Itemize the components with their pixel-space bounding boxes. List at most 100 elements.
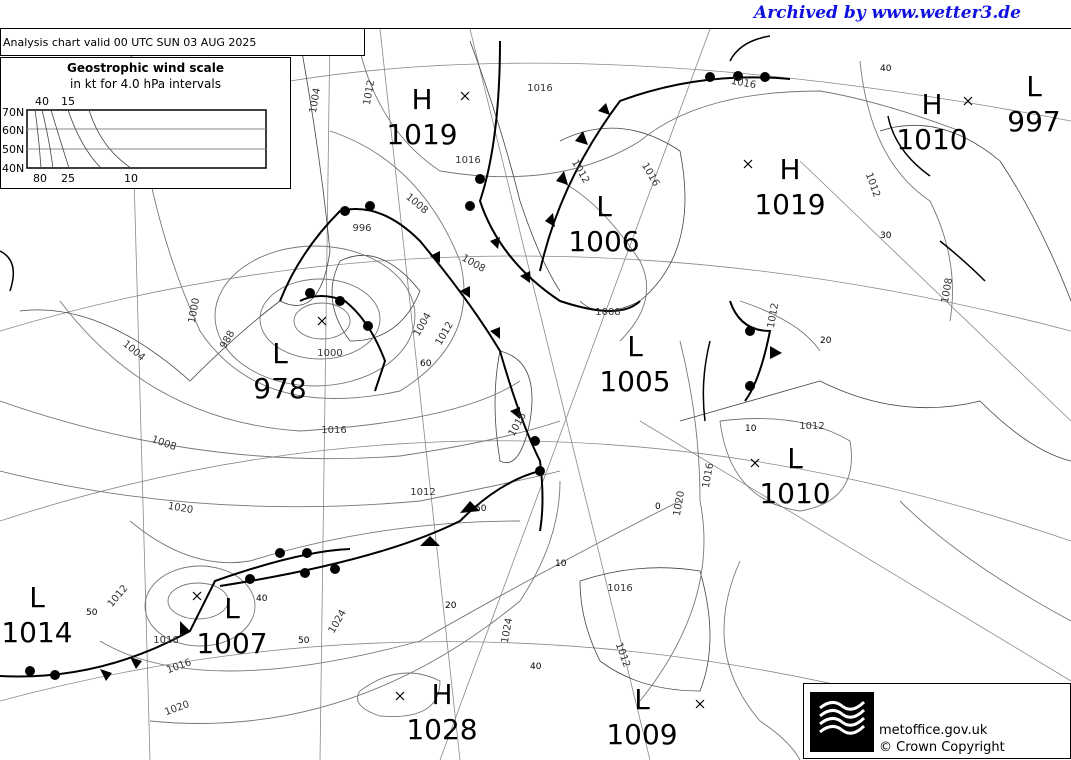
warm-front-symbol <box>335 296 345 306</box>
isobar-label: 1016 <box>607 583 632 594</box>
warm-front-symbol <box>330 564 340 574</box>
waves-icon <box>819 700 866 735</box>
centre-cross-marker <box>963 96 973 106</box>
centre-type: L <box>1026 70 1042 103</box>
centre-type: L <box>634 683 650 716</box>
centre-cross-marker <box>695 699 705 709</box>
cold-front <box>0 548 351 678</box>
lat-label: 50N <box>2 143 24 156</box>
grid-label: 60 <box>420 359 432 369</box>
site-link[interactable]: metoffice.gov.uk <box>879 723 988 738</box>
occluded-front <box>279 208 544 532</box>
met-office-footer: Met Office metoffice.gov.uk © Crown Copy… <box>803 683 1071 759</box>
centre-type: H <box>431 678 452 711</box>
centre-cross-marker <box>395 691 405 701</box>
centre-type: H <box>411 83 432 116</box>
isobar-label: 1008 <box>150 434 178 453</box>
cold-front-symbol <box>430 251 440 263</box>
grid-label: 30 <box>880 231 892 241</box>
isobar-label: 988 <box>218 329 237 351</box>
grid-label: 20 <box>820 336 832 346</box>
trough <box>939 240 986 282</box>
logo-text: Met Office <box>879 736 933 747</box>
wind-scale-subtitle: in kt for 4.0 hPa intervals <box>70 77 221 91</box>
warm-front-symbol <box>365 201 375 211</box>
met-office-logo[interactable]: Met Office <box>810 692 933 752</box>
scale-label: 40 <box>35 95 49 108</box>
isobar-label: 1012 <box>799 421 824 432</box>
isobar-label: 1016 <box>153 635 178 646</box>
scale-label: 25 <box>61 172 75 185</box>
centre-cross-marker <box>743 159 753 169</box>
warm-front-symbol <box>305 288 315 298</box>
cold-front-symbol <box>460 286 470 298</box>
warm-front-symbol <box>302 548 312 558</box>
isobar-label: 1008 <box>403 192 430 217</box>
isobar-label: 1020 <box>163 699 191 718</box>
archive-banner[interactable]: Archived by www.wetter3.de <box>754 3 1021 23</box>
warm-front-symbol <box>745 326 755 336</box>
cold-front-symbol <box>510 407 520 419</box>
warm-front-symbol <box>25 666 35 676</box>
trough <box>702 340 711 422</box>
centre-type: L <box>596 190 612 223</box>
isobars <box>0 29 1071 760</box>
copyright: © Crown Copyright <box>879 740 1005 755</box>
cold-front-symbol <box>520 271 530 283</box>
isobar-label: 1008 <box>940 277 955 304</box>
wind-scale-title: Geostrophic wind scale <box>67 61 224 75</box>
centre-pressure: 1028 <box>406 713 477 746</box>
centre-cross-marker <box>192 591 202 601</box>
trough <box>0 250 15 292</box>
cold-front-symbol <box>575 131 588 145</box>
isobar-label: 1000 <box>187 297 202 324</box>
trough <box>729 35 771 62</box>
centre-type: H <box>921 88 942 121</box>
isobar-label: 1008 <box>595 307 620 318</box>
grid-label: 40 <box>256 594 268 604</box>
isobar-label: 1012 <box>569 158 591 186</box>
warm-front-symbol <box>733 71 743 81</box>
isobar-label: 1012 <box>410 487 435 498</box>
occluded-front <box>478 40 641 312</box>
warm-front-symbol <box>745 381 755 391</box>
centre-pressure: 1007 <box>196 627 267 660</box>
cold-front-symbol <box>545 213 555 227</box>
warm-front-symbol <box>475 174 485 184</box>
centre-pressure: 1019 <box>754 188 825 221</box>
scale-label: 10 <box>124 172 138 185</box>
lat-label: 40N <box>2 162 24 175</box>
cold-front <box>219 470 541 587</box>
warm-front-symbol <box>705 72 715 82</box>
isobar-label: 1012 <box>863 171 882 199</box>
centre-type: L <box>787 442 803 475</box>
isobar-label: 1012 <box>434 320 456 348</box>
centre-pressure: 997 <box>1007 105 1060 138</box>
grid-label: 50 <box>86 608 98 618</box>
coastlines <box>19 40 1071 692</box>
geostrophic-wind-scale: Geostrophic wind scale in kt for 4.0 hPa… <box>0 57 291 189</box>
wind-scale-graph: 70N 60N 50N 40N 40 15 80 25 10 <box>2 95 267 185</box>
scale-label: 80 <box>33 172 47 185</box>
grid-label: 40 <box>880 64 892 74</box>
cold-front-symbol <box>180 621 190 635</box>
isobar-label: 1012 <box>613 641 632 669</box>
warm-front-symbol <box>245 574 255 584</box>
centre-type: H <box>779 153 800 186</box>
centre-pressure: 1014 <box>1 616 72 649</box>
warm-front-symbol <box>363 321 373 331</box>
isobar-label: 1004 <box>120 339 147 364</box>
warm-front <box>299 295 387 392</box>
centre-pressure: 978 <box>253 372 306 405</box>
centre-cross-marker <box>460 91 470 101</box>
